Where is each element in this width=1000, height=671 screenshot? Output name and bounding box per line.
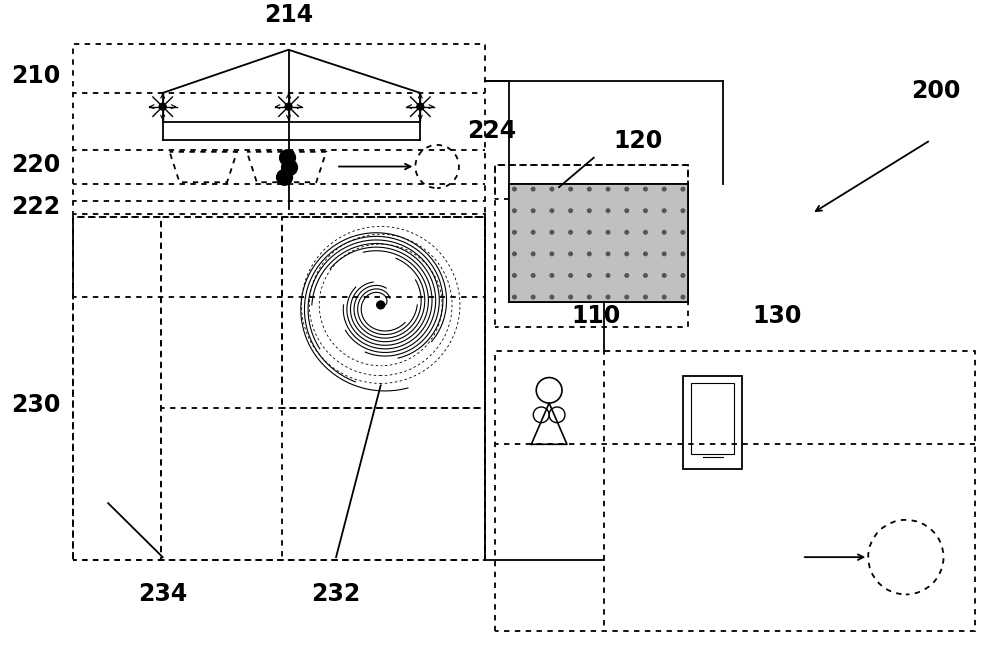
- Circle shape: [588, 231, 591, 234]
- Circle shape: [569, 187, 572, 191]
- Circle shape: [681, 252, 685, 256]
- Circle shape: [513, 231, 516, 234]
- Circle shape: [550, 187, 554, 191]
- Circle shape: [550, 231, 554, 234]
- Circle shape: [606, 295, 610, 299]
- Circle shape: [681, 231, 685, 234]
- Circle shape: [606, 231, 610, 234]
- Circle shape: [644, 252, 647, 256]
- Circle shape: [531, 187, 535, 191]
- Circle shape: [280, 150, 295, 166]
- Circle shape: [588, 187, 591, 191]
- Text: 110: 110: [571, 305, 620, 329]
- Text: 214: 214: [264, 3, 313, 27]
- Circle shape: [159, 103, 166, 110]
- Circle shape: [377, 301, 385, 309]
- Circle shape: [625, 209, 629, 213]
- Circle shape: [625, 252, 629, 256]
- Circle shape: [569, 295, 572, 299]
- Bar: [282, 217, 485, 408]
- Circle shape: [681, 274, 685, 277]
- Text: 210: 210: [11, 64, 61, 89]
- Bar: [509, 185, 688, 302]
- Circle shape: [550, 274, 554, 277]
- Circle shape: [569, 274, 572, 277]
- Circle shape: [550, 252, 554, 256]
- Circle shape: [606, 209, 610, 213]
- Circle shape: [569, 209, 572, 213]
- Bar: [495, 351, 975, 631]
- Circle shape: [531, 231, 535, 234]
- Bar: [683, 376, 742, 469]
- Bar: [495, 164, 688, 199]
- Circle shape: [588, 295, 591, 299]
- Circle shape: [681, 295, 685, 299]
- Text: 130: 130: [752, 305, 802, 329]
- Circle shape: [550, 209, 554, 213]
- Circle shape: [662, 209, 666, 213]
- Circle shape: [644, 295, 647, 299]
- Circle shape: [625, 231, 629, 234]
- Circle shape: [531, 252, 535, 256]
- Text: 224: 224: [467, 119, 516, 143]
- Circle shape: [531, 274, 535, 277]
- Bar: [691, 383, 734, 454]
- Bar: [161, 217, 485, 560]
- Circle shape: [285, 103, 292, 110]
- Circle shape: [513, 274, 516, 277]
- Circle shape: [550, 295, 554, 299]
- Circle shape: [606, 252, 610, 256]
- Circle shape: [662, 274, 666, 277]
- Bar: [73, 217, 161, 560]
- Circle shape: [662, 231, 666, 234]
- Text: 234: 234: [138, 582, 187, 606]
- Circle shape: [606, 274, 610, 277]
- Circle shape: [662, 295, 666, 299]
- Circle shape: [644, 274, 647, 277]
- Circle shape: [569, 231, 572, 234]
- Circle shape: [662, 252, 666, 256]
- Circle shape: [277, 170, 292, 185]
- Bar: [73, 44, 485, 297]
- Circle shape: [282, 160, 297, 175]
- Circle shape: [606, 187, 610, 191]
- Circle shape: [417, 103, 424, 110]
- Circle shape: [644, 209, 647, 213]
- Bar: [495, 164, 688, 327]
- Circle shape: [662, 187, 666, 191]
- Circle shape: [569, 252, 572, 256]
- Circle shape: [644, 231, 647, 234]
- Circle shape: [625, 295, 629, 299]
- Text: 230: 230: [11, 393, 61, 417]
- Circle shape: [531, 295, 535, 299]
- Text: 222: 222: [11, 195, 61, 219]
- Circle shape: [513, 252, 516, 256]
- Circle shape: [644, 187, 647, 191]
- Bar: [73, 217, 485, 560]
- Circle shape: [513, 295, 516, 299]
- Circle shape: [588, 209, 591, 213]
- Circle shape: [513, 209, 516, 213]
- Circle shape: [531, 209, 535, 213]
- Text: 220: 220: [11, 152, 61, 176]
- Circle shape: [625, 274, 629, 277]
- Circle shape: [513, 187, 516, 191]
- Circle shape: [588, 252, 591, 256]
- Circle shape: [681, 187, 685, 191]
- Circle shape: [625, 187, 629, 191]
- Bar: [509, 185, 688, 302]
- Text: 232: 232: [311, 582, 361, 606]
- Circle shape: [588, 274, 591, 277]
- Text: 200: 200: [911, 79, 960, 103]
- Text: 120: 120: [614, 129, 663, 153]
- Circle shape: [681, 209, 685, 213]
